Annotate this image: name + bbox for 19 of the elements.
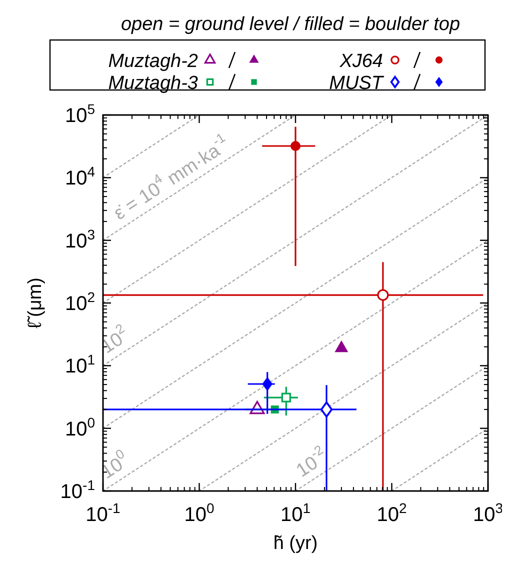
legend-label: XJ64 [338,51,383,72]
y-tick-label: 10$^{0}$ [64,414,96,440]
x-tick-label: 10$^{3}$ [472,500,504,526]
y-tick-label: 10$^{1}$ [64,352,96,378]
legend-label: MUST [329,73,384,94]
legend-label: Muztagh-2 [108,51,198,72]
y-tick-label: 10$^{4}$ [64,164,96,190]
y-tick-label: 10$^{-1}$ [60,477,96,503]
x-tick-label: 10$^{0}$ [184,500,214,526]
x-axis-title: h̃ (yr) [273,533,318,554]
y-tick-label: 10$^{5}$ [64,101,96,127]
chart-title: open = ground level / filled = boulder top [120,14,460,35]
x-tick-label: 10$^{1}$ [280,500,311,526]
x-tick-label: 10$^{2}$ [376,500,407,526]
x-tick-label: 10$^{-1}$ [86,500,121,526]
y-axis-title: ℓ̃ (μm) [25,278,46,328]
y-tick-label: 10$^{3}$ [64,226,96,252]
y-tick-label: 10$^{2}$ [64,289,96,315]
legend-label: Muztagh-3 [108,73,198,94]
